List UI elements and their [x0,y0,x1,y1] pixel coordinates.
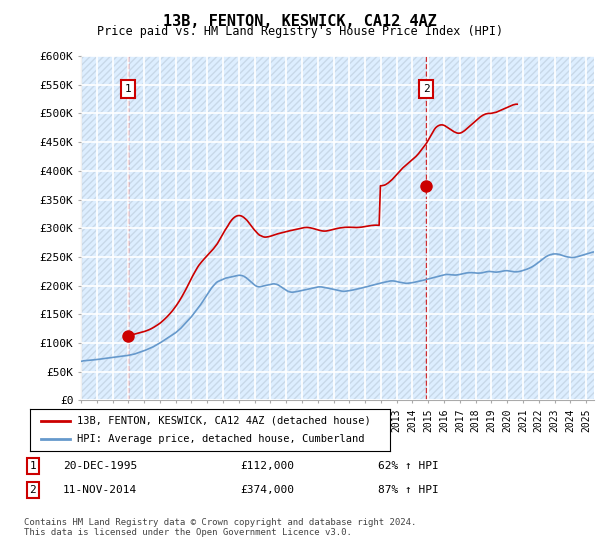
Text: Price paid vs. HM Land Registry's House Price Index (HPI): Price paid vs. HM Land Registry's House … [97,25,503,38]
Text: 13B, FENTON, KESWICK, CA12 4AZ: 13B, FENTON, KESWICK, CA12 4AZ [163,14,437,29]
Text: Contains HM Land Registry data © Crown copyright and database right 2024.
This d: Contains HM Land Registry data © Crown c… [24,518,416,538]
Text: £112,000: £112,000 [240,461,294,471]
Text: 2: 2 [423,83,430,94]
Text: 87% ↑ HPI: 87% ↑ HPI [378,485,439,495]
Text: 20-DEC-1995: 20-DEC-1995 [63,461,137,471]
Text: £374,000: £374,000 [240,485,294,495]
Text: 11-NOV-2014: 11-NOV-2014 [63,485,137,495]
Text: 62% ↑ HPI: 62% ↑ HPI [378,461,439,471]
Text: HPI: Average price, detached house, Cumberland: HPI: Average price, detached house, Cumb… [77,434,364,444]
Text: 2: 2 [29,485,37,495]
Text: 1: 1 [29,461,37,471]
Text: 13B, FENTON, KESWICK, CA12 4AZ (detached house): 13B, FENTON, KESWICK, CA12 4AZ (detached… [77,416,371,426]
Text: 1: 1 [125,83,131,94]
